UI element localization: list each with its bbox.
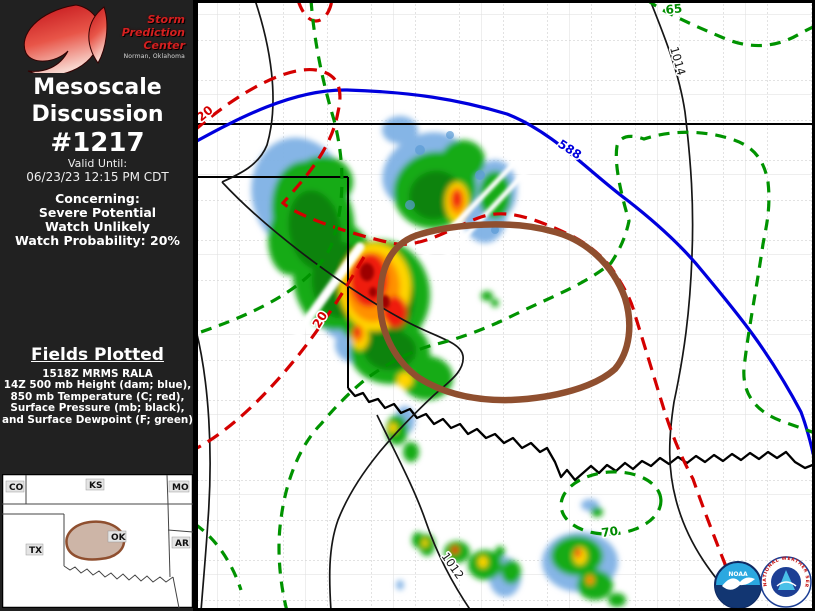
valid-until: Valid Until: 06/23/23 12:15 PM CDT — [0, 157, 195, 185]
fields-line: 850 mb Temperature (C; red), — [10, 390, 185, 403]
state-label-mo: MO — [172, 483, 189, 493]
surface-pressure-contours — [195, 0, 745, 611]
mesoanalysis-map: 65 1014 588 20 20 70 1012 NOAA NATIONAL … — [195, 0, 815, 611]
noaa-logo: NOAA — [714, 561, 762, 609]
region-locator-map: CO KS MO TX OK AR — [2, 474, 193, 608]
state-borders — [195, 123, 815, 482]
state-label-ar: AR — [175, 539, 189, 549]
concerning-line: Watch Unlikely — [45, 219, 150, 234]
state-label-tx: TX — [29, 546, 42, 556]
locator-state-borders — [2, 474, 193, 608]
concerning-line: Severe Potential — [38, 205, 157, 220]
state-label-co: CO — [9, 483, 24, 493]
concerning-label: Concerning: — [55, 191, 140, 206]
concerning-block: Concerning: Severe Potential Watch Unlik… — [0, 192, 195, 248]
radar-spike-artifacts — [293, 149, 540, 338]
noaa-logo-text: NOAA — [728, 571, 748, 578]
org-name-line: Center — [143, 39, 185, 52]
state-label-ks: KS — [89, 481, 102, 491]
spc-logo: Storm Prediction Center Norman, Oklahoma — [4, 3, 191, 73]
md-area-outline — [376, 221, 633, 404]
county-grid-coarse — [195, 0, 815, 611]
valid-label: Valid Until: — [67, 157, 128, 170]
valid-time: 06/23/23 12:15 PM CDT — [26, 170, 169, 184]
fields-plotted-legend: Fields Plotted 1518Z MRMS RALA 14Z 500 m… — [0, 345, 195, 426]
red-river-border — [347, 387, 815, 482]
fields-line: 14Z 500 mb Height (dam; blue), — [3, 379, 192, 392]
dewpoint-label-65: 65 — [665, 1, 683, 17]
spc-logo-swoosh-icon — [23, 4, 108, 73]
height-contour-588 — [195, 88, 815, 463]
state-label-ok: OK — [111, 533, 127, 543]
locator-state-labels: CO KS MO TX OK AR — [5, 478, 191, 556]
fields-line: Surface Pressure (mb; black), — [10, 402, 185, 415]
fields-plotted-title: Fields Plotted — [31, 345, 164, 365]
temperature-contours — [195, 0, 746, 611]
info-panel: Storm Prediction Center Norman, Oklahoma… — [0, 0, 195, 611]
org-name-line: Storm — [147, 13, 185, 26]
product-title: Mesoscale Discussion #1217 — [0, 74, 195, 158]
org-location: Norman, Oklahoma — [123, 53, 185, 60]
fields-line: and Surface Dewpoint (F; green) — [1, 413, 194, 426]
title-line: Discussion — [31, 102, 164, 127]
dewpoint-label-70: 70 — [600, 524, 618, 540]
title-line: Mesoscale — [33, 75, 162, 100]
watch-probability: Watch Probability: 20% — [15, 233, 180, 248]
dewpoint-contours — [195, 0, 815, 611]
org-name-line: Prediction — [121, 26, 185, 39]
fields-line: 1518Z MRMS RALA — [42, 368, 153, 380]
discussion-number: #1217 — [50, 128, 145, 158]
radar-reflectivity-overlay — [251, 116, 626, 607]
map-frame — [195, 0, 815, 611]
